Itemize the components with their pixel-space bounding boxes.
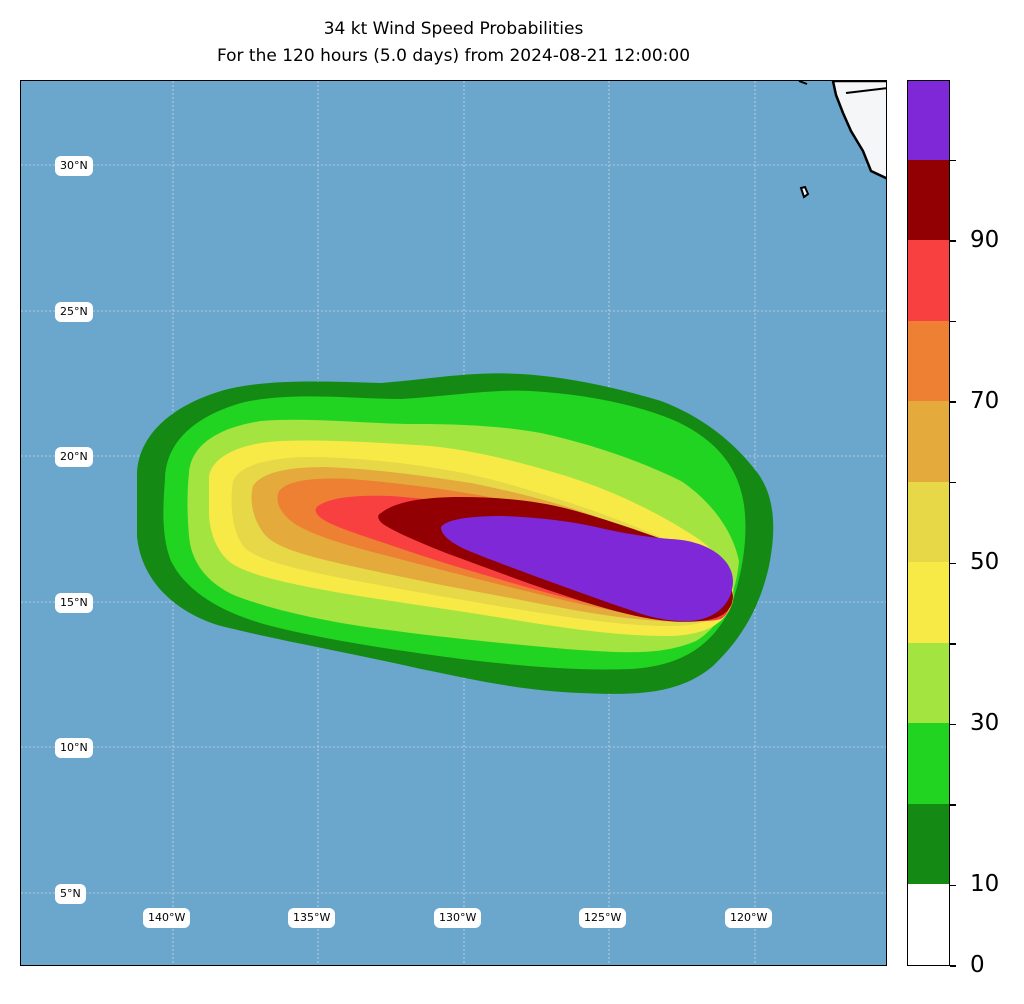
probability-map[interactable]: 30°N 25°N 20°N 15°N 10°N 5°N 140°W 135°W… [20, 80, 887, 966]
colorbar-tick [950, 401, 956, 403]
coast-fragment [798, 81, 808, 85]
chart-title: 34 kt Wind Speed Probabilities [323, 19, 584, 39]
colorbar-segment [908, 481, 949, 563]
colorbar-tick [950, 562, 956, 565]
lat-label-20n: 20°N [55, 447, 93, 467]
lat-label-15n: 15°N [55, 593, 93, 613]
lat-label-5n: 5°N [55, 884, 86, 904]
colorbar-segment [908, 240, 949, 321]
colorbar-tick-label: 50 [970, 549, 1000, 576]
colorbar-tick [950, 320, 956, 323]
colorbar-tick-label: 70 [970, 388, 1000, 415]
map-canvas [21, 81, 886, 965]
lon-label-120w: 120°W [725, 908, 773, 928]
colorbar-segment [908, 159, 949, 241]
colorbar-segment [908, 884, 949, 965]
contour-90-100 [441, 516, 733, 622]
colorbar-tick [950, 884, 956, 887]
colorbar-tick [950, 481, 956, 484]
lon-label-140w: 140°W [143, 908, 191, 928]
colorbar-segment [908, 642, 949, 724]
lat-label-25n: 25°N [55, 302, 93, 322]
colorbar-tick-label: 0 [970, 952, 985, 978]
colorbar-tick [950, 643, 956, 645]
colorbar-tick [950, 965, 956, 967]
state-border-line [845, 87, 886, 94]
colorbar-segment [908, 803, 949, 885]
land-baja-california [831, 81, 886, 180]
colorbar-tick-label: 10 [970, 871, 1000, 898]
chart-subtitle: For the 120 hours (5.0 days) from 2024-0… [216, 46, 691, 66]
lon-label-135w: 135°W [288, 908, 336, 928]
lat-label-30n: 30°N [55, 156, 93, 176]
colorbar-segment [908, 320, 949, 402]
colorbar-tick-label: 90 [970, 227, 1000, 254]
island-guadalupe [799, 185, 810, 199]
colorbar-segment [908, 562, 949, 643]
colorbar-segment [908, 723, 949, 804]
colorbar-tick [950, 240, 956, 242]
lon-label-130w: 130°W [434, 908, 482, 928]
colorbar-tick [950, 804, 956, 806]
probability-contours [137, 373, 774, 694]
colorbar-tick-label: 30 [970, 710, 1000, 737]
colorbar-segment [908, 401, 949, 482]
colorbar-tick [950, 159, 956, 162]
colorbar-tick [950, 723, 956, 726]
colorbar-segment [908, 81, 949, 160]
lat-label-10n: 10°N [55, 738, 93, 758]
colorbar [907, 80, 950, 966]
lon-label-125w: 125°W [579, 908, 627, 928]
